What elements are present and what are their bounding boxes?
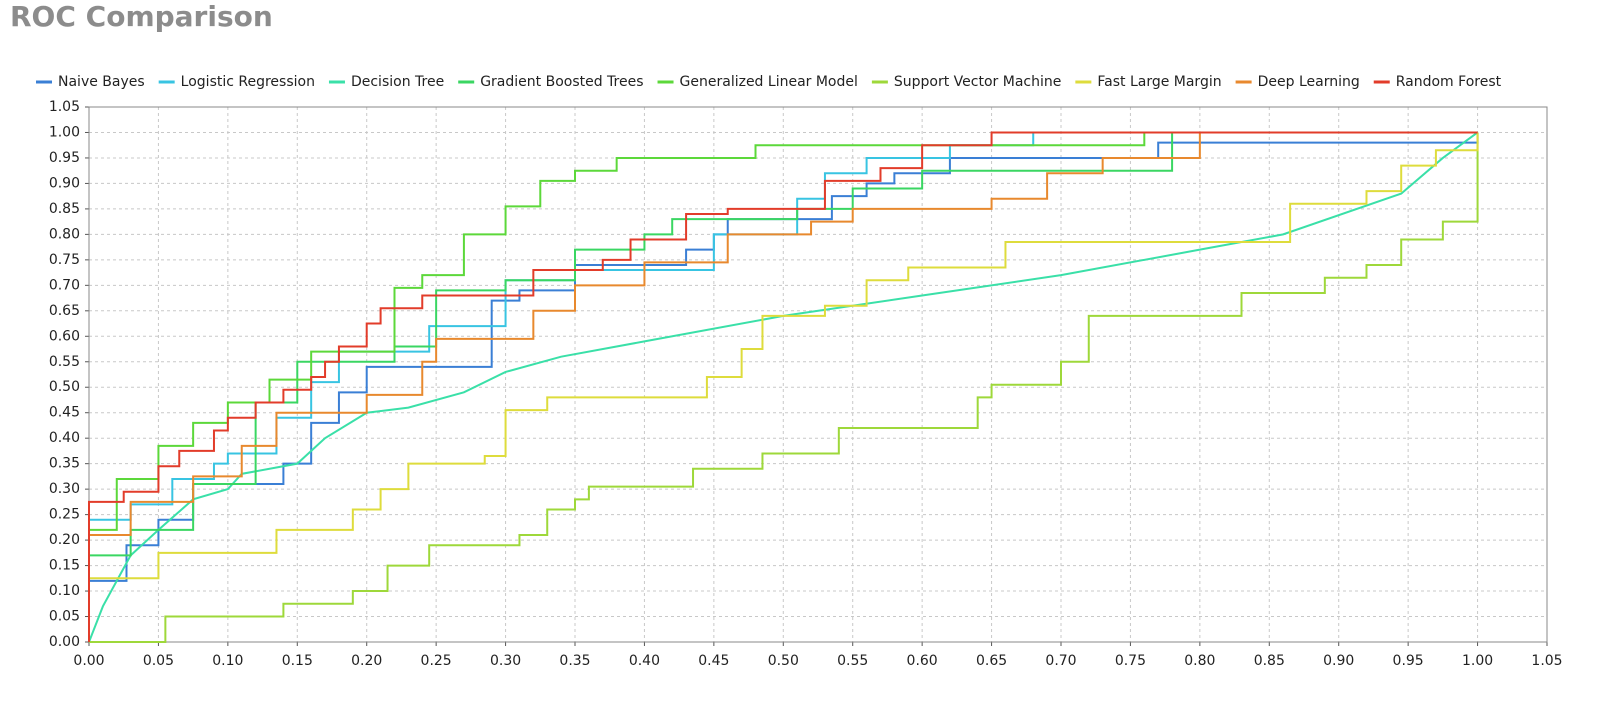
x-tick-label: 0.50 (768, 653, 799, 669)
x-tick-label: 0.95 (1393, 653, 1424, 669)
y-tick-label: 0.10 (49, 583, 80, 599)
y-tick-label: 0.45 (49, 405, 80, 421)
y-tick-label: 0.80 (49, 226, 80, 242)
roc-curve (88, 131, 1478, 642)
x-tick-label: 0.75 (1115, 653, 1146, 669)
y-tick-label: 0.05 (49, 609, 80, 625)
x-tick-label: 0.80 (1184, 653, 1215, 669)
legend-label: Fast Large Margin (1097, 74, 1221, 90)
roc-curve (88, 131, 1479, 643)
x-tick-label: 1.00 (1462, 653, 1493, 669)
x-tick-label: 0.45 (698, 653, 729, 669)
roc-curve (88, 131, 1478, 642)
y-tick-label: 0.25 (49, 507, 80, 523)
y-tick-label: 0.75 (49, 252, 80, 268)
y-tick-label: 0.65 (49, 303, 80, 319)
legend-label: Generalized Linear Model (680, 74, 858, 90)
roc-curve (88, 131, 1478, 642)
x-tick-label: 0.40 (629, 653, 660, 669)
y-tick-label: 1.00 (49, 124, 80, 140)
y-tick-label: 0.00 (49, 634, 80, 650)
plot-frame (88, 106, 1548, 643)
x-tick-label: 0.70 (1045, 653, 1076, 669)
y-tick-label: 0.40 (49, 430, 80, 446)
x-tick-label: 0.90 (1323, 653, 1354, 669)
legend-label: Logistic Regression (181, 74, 315, 90)
y-tick-label: 0.95 (49, 150, 80, 166)
legend-label: Support Vector Machine (894, 74, 1061, 90)
x-tick-label: 0.00 (73, 653, 104, 669)
legend-label: Naive Bayes (58, 74, 145, 90)
x-tick-label: 0.65 (976, 653, 1007, 669)
legend-label: Deep Learning (1258, 74, 1360, 90)
y-tick-label: 0.30 (49, 481, 80, 497)
legend-label: Decision Tree (351, 74, 444, 90)
x-tick-label: 0.10 (212, 653, 243, 669)
x-tick-label: 0.55 (837, 653, 868, 669)
legend-label: Random Forest (1396, 74, 1502, 90)
x-tick-label: 0.60 (907, 653, 938, 669)
x-tick-label: 0.15 (282, 653, 313, 669)
x-tick-label: 1.05 (1531, 653, 1562, 669)
legend-label: Gradient Boosted Trees (480, 74, 643, 90)
chart-title: ROC Comparison (10, 0, 273, 33)
y-tick-label: 0.90 (49, 175, 80, 191)
y-tick-label: 0.60 (49, 328, 80, 344)
roc-curve (88, 131, 1478, 642)
x-tick-label: 0.85 (1254, 653, 1285, 669)
legend: Naive Bayes Logistic Regression Decision T… (36, 74, 1502, 90)
y-tick-label: 0.55 (49, 354, 80, 370)
roc-curve (88, 132, 1479, 642)
y-tick-label: 0.70 (49, 277, 80, 293)
y-tick-label: 0.35 (49, 456, 80, 472)
x-tick-label: 0.35 (559, 653, 590, 669)
x-tick-label: 0.30 (490, 653, 521, 669)
y-tick-label: 0.85 (49, 201, 80, 217)
x-tick-label: 0.05 (143, 653, 174, 669)
y-tick-label: 0.20 (49, 532, 80, 548)
x-tick-label: 0.25 (421, 653, 452, 669)
y-tick-label: 0.50 (49, 379, 80, 395)
y-tick-label: 1.05 (49, 99, 80, 115)
y-tick-label: 0.15 (49, 558, 80, 574)
x-tick-label: 0.20 (351, 653, 382, 669)
roc-curve (89, 132, 1479, 643)
